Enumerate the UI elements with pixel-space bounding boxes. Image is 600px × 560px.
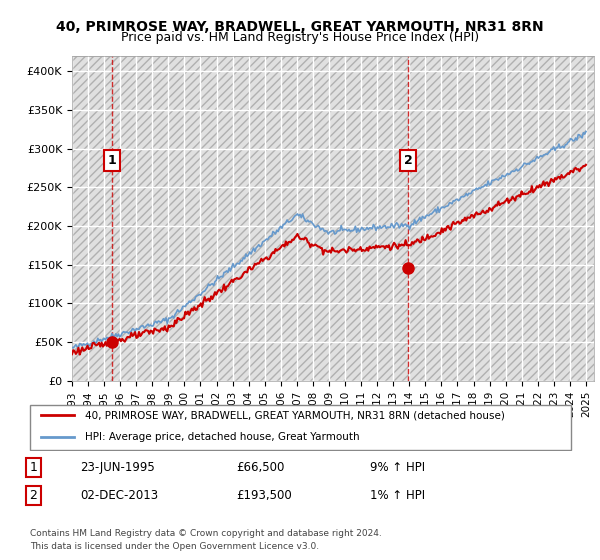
Text: 40, PRIMROSE WAY, BRADWELL, GREAT YARMOUTH, NR31 8RN: 40, PRIMROSE WAY, BRADWELL, GREAT YARMOU… xyxy=(56,20,544,34)
Bar xyxy=(72,56,594,381)
Text: 2: 2 xyxy=(29,489,37,502)
FancyBboxPatch shape xyxy=(29,405,571,450)
Text: 9% ↑ HPI: 9% ↑ HPI xyxy=(370,461,425,474)
Text: HPI: Average price, detached house, Great Yarmouth: HPI: Average price, detached house, Grea… xyxy=(85,432,360,442)
Text: This data is licensed under the Open Government Licence v3.0.: This data is licensed under the Open Gov… xyxy=(30,542,319,550)
Text: 23-JUN-1995: 23-JUN-1995 xyxy=(80,461,155,474)
Text: 1: 1 xyxy=(107,154,116,167)
Text: Contains HM Land Registry data © Crown copyright and database right 2024.: Contains HM Land Registry data © Crown c… xyxy=(30,529,382,538)
Text: 1: 1 xyxy=(29,461,37,474)
Text: 2: 2 xyxy=(404,154,412,167)
Text: 1% ↑ HPI: 1% ↑ HPI xyxy=(370,489,425,502)
Text: £66,500: £66,500 xyxy=(236,461,284,474)
Text: 40, PRIMROSE WAY, BRADWELL, GREAT YARMOUTH, NR31 8RN (detached house): 40, PRIMROSE WAY, BRADWELL, GREAT YARMOU… xyxy=(85,410,505,420)
Text: Price paid vs. HM Land Registry's House Price Index (HPI): Price paid vs. HM Land Registry's House … xyxy=(121,31,479,44)
Text: £193,500: £193,500 xyxy=(236,489,292,502)
Text: 02-DEC-2013: 02-DEC-2013 xyxy=(80,489,158,502)
